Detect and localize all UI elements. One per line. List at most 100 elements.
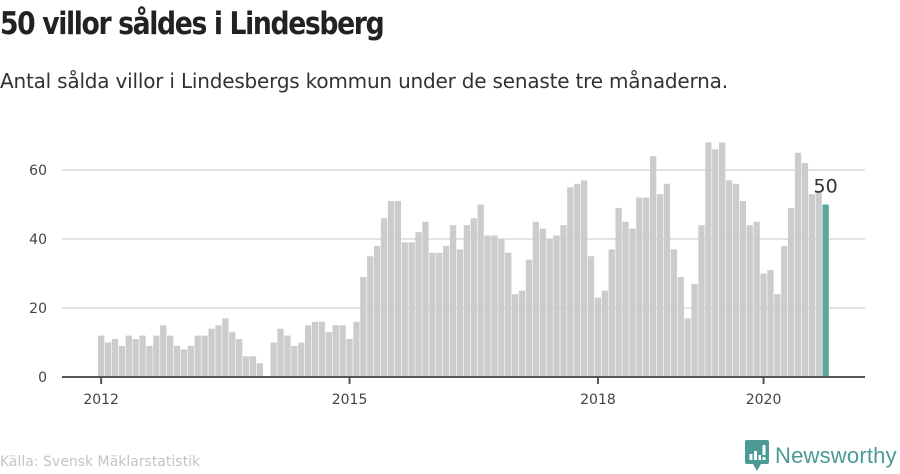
x-tick-label: 2018 — [580, 392, 616, 408]
bar — [222, 318, 229, 377]
bar — [560, 225, 567, 377]
bar — [173, 345, 181, 377]
bar — [532, 221, 539, 377]
bar — [760, 273, 767, 377]
bar — [801, 163, 809, 377]
bar — [408, 242, 415, 377]
bar — [153, 335, 160, 377]
bar — [311, 321, 319, 377]
bar — [815, 190, 822, 377]
bar — [98, 335, 105, 377]
bar — [753, 221, 760, 377]
bar — [725, 180, 733, 377]
bar — [429, 252, 436, 377]
bar — [732, 183, 740, 377]
bar — [794, 152, 802, 377]
x-axis: 2012 2015 2018 2020 — [62, 376, 865, 408]
bar — [332, 325, 339, 377]
bar — [125, 335, 132, 377]
bar — [587, 256, 595, 377]
bar — [104, 342, 112, 377]
bar — [236, 339, 243, 377]
bar — [539, 228, 546, 377]
bar — [270, 342, 277, 377]
bar — [719, 142, 726, 377]
bar — [512, 294, 519, 377]
bar — [788, 207, 795, 377]
bar — [249, 356, 257, 377]
bar — [380, 218, 388, 377]
x-tick-label: 2012 — [83, 392, 119, 408]
y-axis: 0 20 40 60 — [29, 163, 47, 386]
bar — [698, 225, 705, 377]
bar — [215, 325, 222, 377]
bar — [360, 276, 367, 377]
bar — [505, 252, 512, 377]
bar — [594, 297, 602, 377]
y-tick-label: 0 — [38, 370, 47, 386]
bar — [194, 335, 201, 377]
bar — [415, 232, 422, 377]
x-tick-label: 2015 — [332, 392, 368, 408]
bar — [650, 156, 657, 377]
bar — [615, 207, 622, 377]
bar — [774, 294, 781, 377]
bar — [663, 183, 671, 377]
bar — [643, 197, 650, 377]
bar — [677, 276, 684, 377]
bar — [684, 318, 691, 377]
bar — [498, 239, 505, 377]
bar — [670, 249, 677, 377]
bar — [601, 290, 608, 377]
bar — [284, 335, 291, 377]
bar — [491, 235, 498, 377]
bar — [470, 218, 477, 377]
bar — [691, 283, 698, 377]
bar — [208, 328, 215, 377]
chart-subtitle: Antal sålda villor i Lindesbergs kommun … — [0, 69, 728, 93]
bar — [187, 345, 194, 377]
bar — [353, 321, 360, 377]
bar — [449, 225, 457, 377]
y-tick-label: 60 — [29, 163, 47, 179]
bar — [305, 325, 312, 377]
y-tick-label: 40 — [29, 232, 47, 248]
bar — [567, 187, 574, 377]
chart-title: 50 villor såldes i Lindesberg — [0, 6, 385, 42]
x-tick-label: 2020 — [746, 392, 782, 408]
bar — [656, 194, 664, 377]
bar — [629, 228, 636, 377]
bar — [318, 321, 326, 377]
bar — [139, 335, 146, 377]
bar — [298, 342, 305, 377]
bars — [98, 142, 829, 377]
bar — [546, 239, 553, 377]
bar — [574, 183, 581, 377]
y-tick-label: 20 — [29, 301, 47, 317]
bar — [256, 363, 263, 377]
bar — [325, 332, 332, 377]
bar — [394, 201, 401, 377]
newsworthy-brand[interactable]: Newsworthy — [745, 440, 897, 472]
bar — [346, 339, 353, 377]
bar — [201, 335, 208, 377]
bar — [367, 256, 374, 377]
bar — [705, 142, 712, 377]
bar — [525, 259, 533, 377]
bar — [180, 349, 188, 377]
bar — [387, 201, 395, 377]
bar — [608, 249, 615, 377]
bar — [456, 249, 464, 377]
bar — [781, 245, 788, 377]
bar — [712, 149, 719, 377]
bar — [746, 225, 753, 377]
bar — [422, 221, 429, 377]
brand-name: Newsworthy — [775, 443, 897, 468]
annotations: 50 — [814, 176, 838, 198]
bar — [167, 335, 174, 377]
bar — [291, 345, 298, 377]
bar — [111, 339, 119, 377]
bar — [581, 180, 588, 377]
bar-highlight — [822, 204, 829, 377]
bar — [132, 339, 139, 377]
